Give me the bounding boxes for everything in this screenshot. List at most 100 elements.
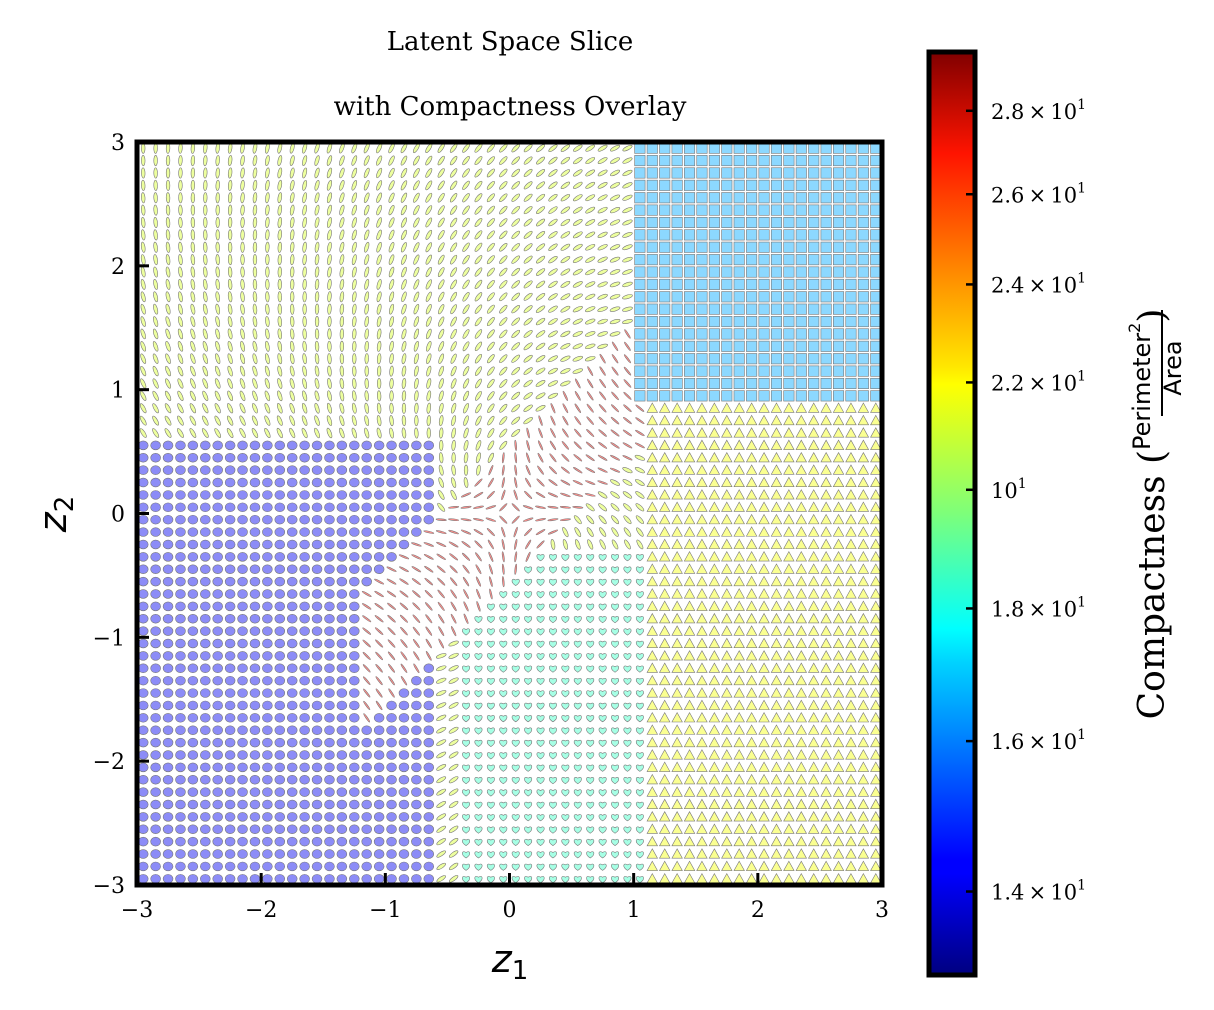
glyph-circle bbox=[262, 527, 273, 537]
glyph-heart bbox=[573, 727, 582, 735]
glyph-heart bbox=[573, 752, 582, 760]
glyph-square bbox=[746, 167, 758, 179]
glyph-square bbox=[870, 340, 882, 352]
glyph-triangle bbox=[721, 612, 733, 624]
glyph-heart bbox=[474, 863, 483, 871]
glyph-ellipse bbox=[450, 230, 458, 240]
glyph-ellipse bbox=[302, 155, 308, 166]
glyph-ellipse bbox=[413, 192, 420, 203]
glyph-triangle bbox=[683, 699, 696, 710]
glyph-triangle bbox=[770, 848, 783, 859]
glyph-ellipse bbox=[426, 341, 432, 352]
glyph-heart bbox=[499, 752, 508, 760]
glyph-triangle bbox=[820, 563, 832, 574]
glyph-ellipse bbox=[536, 156, 546, 165]
glyph-ellipse bbox=[560, 355, 571, 362]
glyph-square bbox=[721, 204, 733, 216]
glyph-ellipse bbox=[252, 204, 258, 216]
glyph-triangle bbox=[783, 439, 795, 450]
glyph-triangle bbox=[820, 439, 832, 450]
glyph-square bbox=[696, 377, 708, 389]
glyph-heart bbox=[623, 554, 632, 562]
glyph-ellipse bbox=[376, 291, 382, 303]
glyph-square bbox=[634, 192, 646, 204]
glyph-line bbox=[411, 566, 422, 573]
glyph-ellipse bbox=[622, 306, 633, 312]
glyph-triangle bbox=[870, 501, 882, 512]
glyph-square bbox=[708, 241, 720, 253]
glyph-square bbox=[708, 229, 720, 241]
glyph-triangle bbox=[795, 625, 808, 636]
glyph-ellipse bbox=[499, 366, 508, 376]
glyph-triangle bbox=[646, 662, 659, 673]
glyph-circle bbox=[137, 514, 149, 525]
glyph-square bbox=[659, 316, 671, 328]
glyph-square bbox=[870, 390, 882, 402]
glyph-heart bbox=[511, 752, 520, 760]
glyph-ellipse bbox=[302, 192, 308, 204]
glyph-circle bbox=[324, 663, 335, 674]
glyph-circle bbox=[137, 688, 149, 698]
glyph-circle bbox=[349, 700, 360, 711]
glyph-square bbox=[820, 303, 832, 315]
glyph-circle bbox=[398, 477, 410, 488]
glyph-square bbox=[795, 229, 807, 241]
glyph-circle bbox=[237, 490, 248, 500]
glyph-triangle bbox=[708, 662, 721, 673]
glyph-line bbox=[387, 651, 396, 661]
glyph-circle bbox=[137, 725, 149, 735]
glyph-triangle bbox=[820, 650, 832, 661]
glyph-circle bbox=[361, 812, 372, 822]
glyph-heart bbox=[524, 814, 533, 822]
glyph-ellipse bbox=[153, 229, 158, 241]
glyph-ellipse bbox=[486, 230, 495, 240]
glyph-square bbox=[857, 241, 869, 253]
glyph-ellipse bbox=[536, 169, 546, 177]
glyph-circle bbox=[286, 477, 298, 488]
glyph-triangle bbox=[807, 501, 820, 512]
glyph-line bbox=[525, 465, 531, 476]
glyph-triangle bbox=[783, 662, 795, 673]
glyph-circle bbox=[237, 502, 248, 513]
glyph-ellipse bbox=[240, 192, 245, 204]
glyph-triangle bbox=[857, 612, 870, 624]
glyph-triangle bbox=[783, 711, 795, 723]
glyph-circle bbox=[237, 564, 248, 574]
glyph-circle bbox=[187, 651, 199, 661]
glyph-line bbox=[398, 554, 410, 560]
glyph-circle bbox=[200, 589, 211, 599]
glyph-ellipse bbox=[499, 379, 508, 388]
glyph-ellipse bbox=[548, 318, 558, 326]
glyph-circle bbox=[361, 514, 372, 525]
glyph-ellipse bbox=[252, 229, 258, 241]
glyph-ellipse bbox=[214, 365, 221, 377]
glyph-circle bbox=[286, 589, 298, 599]
glyph-triangle bbox=[845, 699, 857, 710]
glyph-triangle bbox=[708, 427, 721, 438]
glyph-line bbox=[450, 626, 457, 637]
glyph-heart bbox=[474, 727, 483, 735]
glyph-triangle bbox=[870, 699, 882, 710]
glyph-triangle bbox=[845, 711, 857, 723]
glyph-circle bbox=[411, 440, 422, 451]
glyph-line bbox=[622, 429, 633, 437]
glyph-circle bbox=[150, 614, 161, 624]
glyph-circle bbox=[299, 477, 310, 488]
glyph-line bbox=[485, 517, 497, 522]
glyph-square bbox=[857, 390, 869, 402]
glyph-triangle bbox=[721, 427, 733, 438]
glyph-ellipse bbox=[462, 316, 470, 327]
glyph-heart bbox=[462, 628, 470, 636]
glyph-triangle bbox=[646, 835, 659, 847]
glyph-ellipse bbox=[448, 751, 459, 759]
glyph-square bbox=[746, 377, 758, 389]
glyph-ellipse bbox=[289, 217, 295, 228]
glyph-ellipse bbox=[560, 218, 571, 227]
glyph-triangle bbox=[807, 451, 820, 463]
glyph-heart bbox=[561, 752, 570, 760]
glyph-circle bbox=[324, 576, 335, 587]
glyph-triangle bbox=[745, 476, 758, 488]
glyph-ellipse bbox=[486, 292, 495, 302]
glyph-triangle bbox=[795, 501, 808, 512]
glyph-square bbox=[721, 353, 733, 365]
